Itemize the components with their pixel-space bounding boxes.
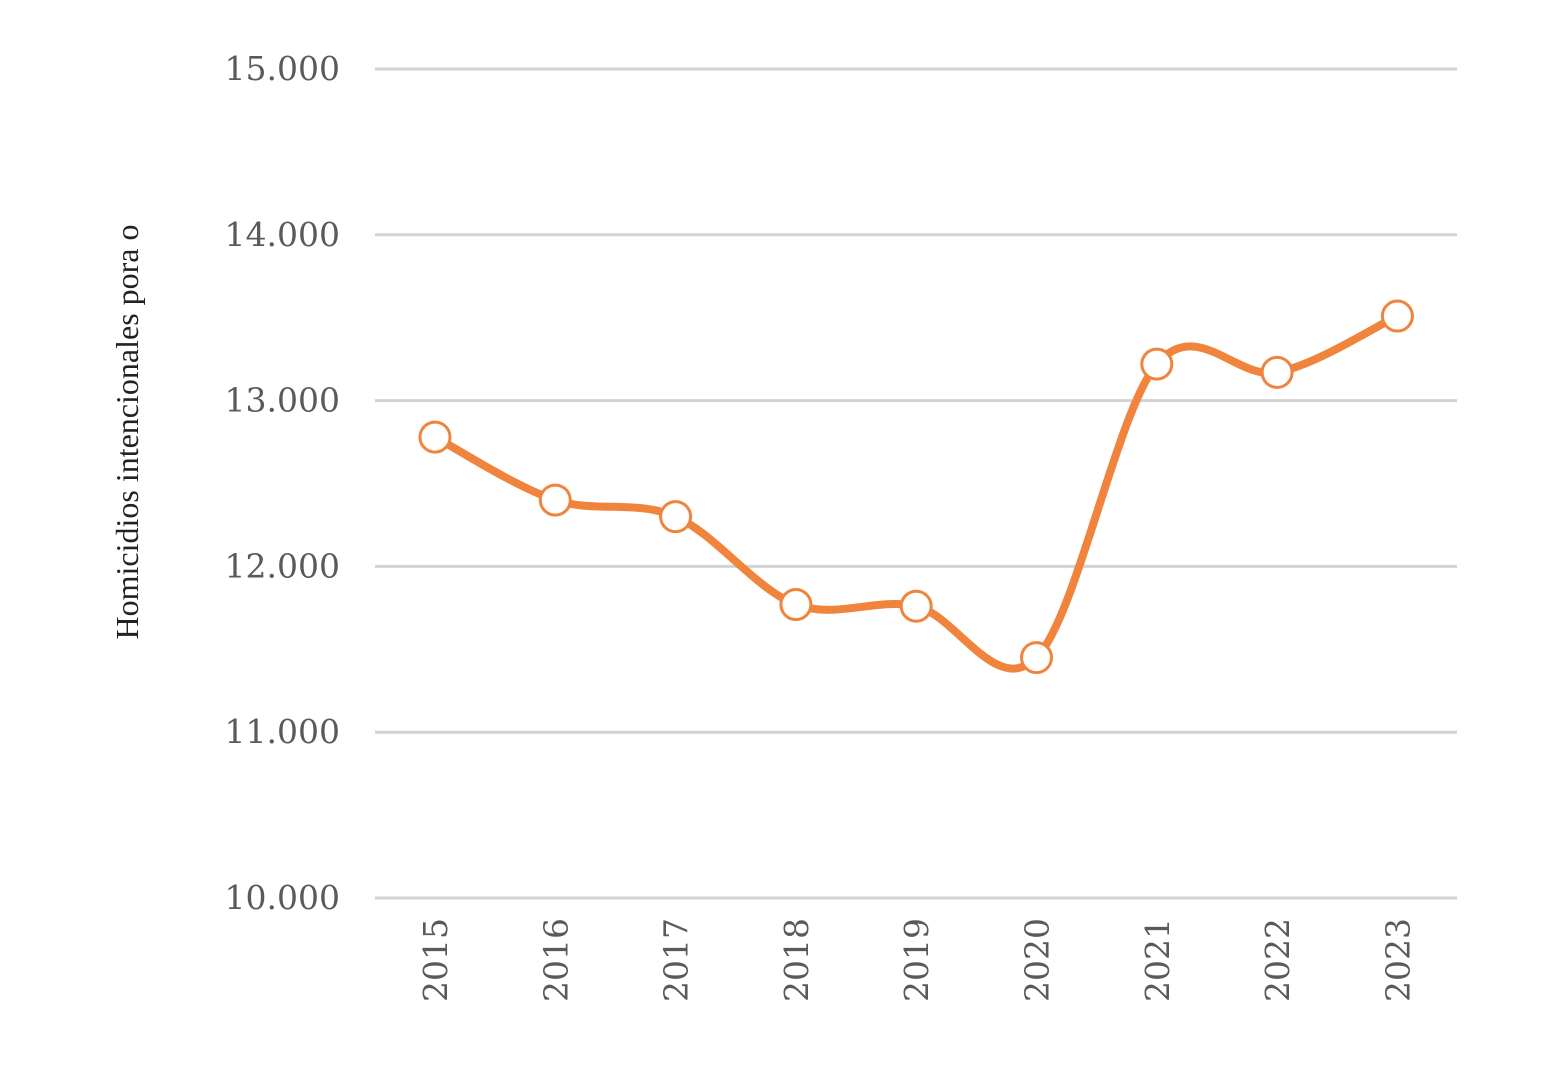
data-point-2019 xyxy=(899,589,933,623)
y-axis-ticks: 10.000 11.000 12.000 13.000 14.000 15.000 xyxy=(225,49,340,917)
data-points xyxy=(418,299,1414,675)
x-tick-label: 2016 xyxy=(536,918,575,1002)
data-point-2017 xyxy=(659,500,693,534)
y-axis-title: Homicidios intencionales pora o xyxy=(109,224,145,639)
y-tick-label: 14.000 xyxy=(225,215,340,254)
x-tick-label: 2018 xyxy=(777,918,816,1002)
data-point-2023 xyxy=(1380,299,1414,333)
y-tick-label: 15.000 xyxy=(225,49,340,88)
x-axis-ticks: 2015 2016 2017 2018 2019 2020 2021 2022 2023 xyxy=(416,918,1417,1002)
gridlines xyxy=(375,67,1457,900)
data-point-2020 xyxy=(1020,641,1053,675)
x-tick-label: 2019 xyxy=(897,918,936,1002)
y-tick-label: 11.000 xyxy=(225,712,340,751)
x-tick-label: 2022 xyxy=(1258,918,1297,1002)
series-line xyxy=(431,312,1402,673)
data-point-2018 xyxy=(779,588,813,622)
y-tick-label: 10.000 xyxy=(225,878,340,917)
series xyxy=(431,312,1402,673)
x-tick-label: 2023 xyxy=(1378,918,1417,1002)
data-point-2016 xyxy=(538,483,572,517)
data-point-2022 xyxy=(1260,355,1294,389)
y-tick-label: 12.000 xyxy=(225,546,340,585)
y-tick-label: 13.000 xyxy=(225,381,340,420)
data-point-2015 xyxy=(418,420,452,454)
x-tick-label: 2017 xyxy=(657,918,696,1002)
x-tick-label: 2021 xyxy=(1138,918,1177,1002)
x-tick-label: 2020 xyxy=(1018,918,1057,1002)
x-tick-label: 2015 xyxy=(416,918,455,1002)
data-point-2021 xyxy=(1140,347,1174,381)
